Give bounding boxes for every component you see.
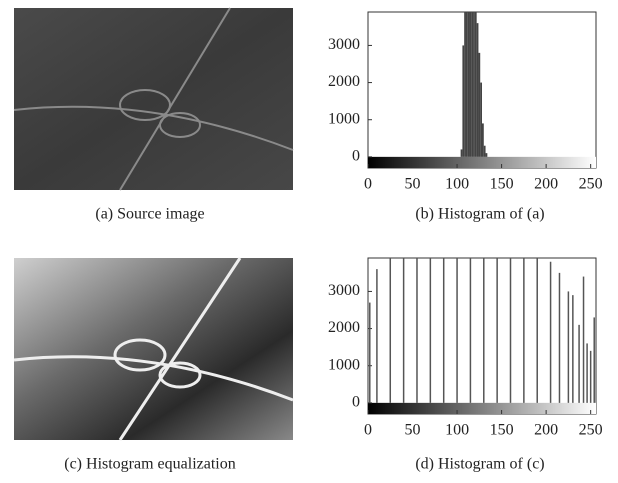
y-tick-label: 3000 (328, 282, 360, 299)
histogram-bar (482, 123, 484, 157)
histogram-bar (478, 52, 481, 157)
x-tick-label: 250 (579, 176, 603, 193)
histogram-bar (460, 149, 463, 157)
caption: (b) Histogram of (a) (415, 206, 544, 223)
histogram-bar (474, 12, 477, 157)
histogram-bar (462, 45, 465, 157)
y-tick-label: 1000 (328, 110, 360, 127)
x-tick-label: 250 (579, 422, 603, 439)
x-tick-label: 100 (445, 422, 469, 439)
x-tick-label: 0 (364, 422, 372, 439)
x-tick-label: 200 (534, 422, 558, 439)
histogram-bar (480, 82, 482, 157)
y-tick-label: 0 (352, 394, 360, 411)
y-tick-label: 2000 (328, 319, 360, 336)
caption: (c) Histogram equalization (64, 456, 236, 473)
x-tick-label: 150 (490, 176, 514, 193)
gray-scale-bar (368, 402, 596, 414)
x-tick-label: 100 (445, 176, 469, 193)
histogram-bar (465, 12, 468, 157)
x-tick-label: 50 (405, 176, 421, 193)
x-tick-label: 150 (490, 422, 514, 439)
y-tick-label: 3000 (328, 36, 360, 53)
x-tick-label: 50 (405, 422, 421, 439)
histogram-bar (471, 12, 474, 157)
x-tick-label: 200 (534, 176, 558, 193)
gray-scale-bar (368, 156, 596, 168)
y-tick-label: 1000 (328, 356, 360, 373)
x-tick-label: 0 (364, 176, 372, 193)
histogram-bar (476, 23, 479, 157)
source-image (13, 7, 294, 191)
histogram-bar (483, 145, 486, 157)
y-tick-label: 2000 (328, 73, 360, 90)
equalized-image (13, 257, 294, 441)
caption: (d) Histogram of (c) (415, 456, 544, 473)
histogram-bar (467, 12, 470, 157)
histogram-bar (473, 12, 475, 157)
histogram-bar (485, 153, 488, 157)
caption: (a) Source image (95, 206, 204, 223)
histogram-bar (464, 12, 466, 157)
histogram-bar (469, 12, 472, 157)
y-tick-label: 0 (352, 148, 360, 165)
plot-frame (367, 257, 597, 415)
